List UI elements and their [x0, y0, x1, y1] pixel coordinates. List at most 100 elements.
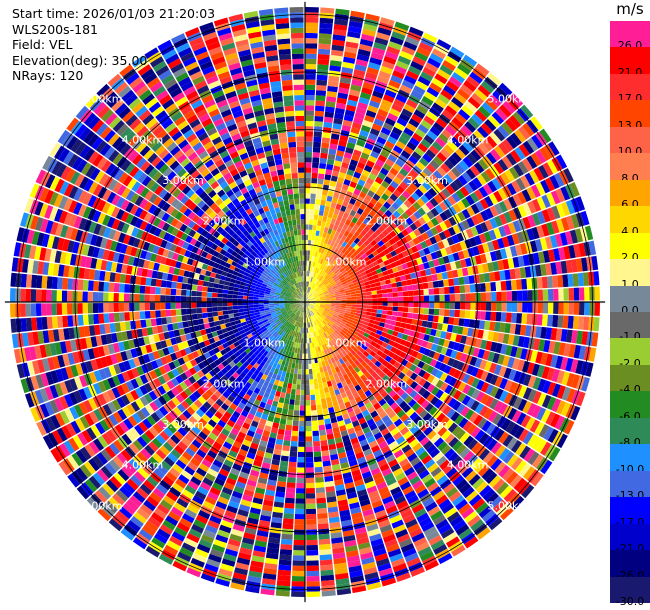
gate-cell [280, 419, 287, 425]
gate-cell [407, 313, 413, 319]
gate-cell [574, 288, 580, 301]
gate-cell [309, 214, 313, 219]
gate-cell [507, 302, 512, 312]
gate-cell [439, 295, 444, 302]
gate-cell [481, 293, 486, 302]
gate-cell [305, 349, 307, 354]
gate-cell [319, 549, 331, 555]
gate-cell [376, 313, 382, 317]
gate-cell [537, 314, 543, 325]
gate-cell [313, 446, 320, 452]
gate-cell [182, 321, 188, 328]
gate-cell [380, 281, 386, 286]
gate-cell [281, 539, 293, 545]
gate-cell [323, 408, 329, 414]
gate-cell [294, 405, 299, 411]
gate-cell [305, 188, 310, 193]
gate-cell [558, 288, 564, 300]
gate-cell [315, 199, 320, 205]
gate-cell [458, 277, 464, 285]
gate-cell [293, 420, 299, 426]
gate-cell [297, 457, 305, 462]
gate-cell [522, 302, 527, 312]
gate-cell [542, 277, 548, 289]
gate-cell [380, 318, 386, 323]
gate-cell [413, 290, 419, 296]
gate-cell [306, 400, 311, 405]
gate-cell [491, 292, 496, 301]
gate-cell [312, 426, 318, 432]
gate-cell [283, 518, 294, 524]
gate-cell [213, 316, 219, 321]
gate-cell [321, 398, 327, 404]
gate-cell [289, 373, 293, 379]
gate-cell [486, 292, 491, 301]
gate-cell [434, 309, 440, 316]
gate-cell [568, 316, 574, 329]
gate-cell [316, 498, 326, 504]
gate-cell [299, 353, 302, 358]
gate-cell [278, 570, 291, 576]
gate-cell [584, 287, 590, 300]
gate-cell [382, 310, 388, 314]
gate-cell [396, 317, 402, 322]
gate-cell [438, 316, 444, 323]
gate-cell [319, 544, 331, 550]
gate-cell [318, 420, 324, 426]
gate-cell [285, 430, 292, 436]
gate-cell [219, 320, 225, 325]
gate-cell [305, 147, 312, 152]
gate-cell [413, 308, 419, 314]
gate-cell [156, 318, 162, 326]
gate-cell [314, 131, 322, 137]
gate-cell [297, 374, 301, 379]
gate-cell [280, 544, 292, 550]
gate-cell [412, 284, 418, 290]
gate-cell [517, 302, 522, 312]
gate-cell [411, 319, 417, 325]
gate-cell [305, 214, 309, 219]
gate-cell [408, 307, 414, 312]
gate-cell [324, 418, 331, 424]
gate-cell [317, 178, 323, 184]
gate-cell [239, 312, 245, 316]
gate-cell [223, 311, 229, 315]
gate-cell [296, 493, 305, 498]
gate-cell [584, 302, 589, 315]
gate-cell [377, 310, 383, 314]
gate-cell [279, 397, 285, 403]
gate-cell [396, 282, 402, 287]
gate-cell [312, 431, 319, 437]
gate-cell [320, 393, 325, 399]
gate-cell [212, 312, 218, 317]
gate-cell [305, 162, 312, 167]
gate-cell [438, 280, 444, 287]
gate-cell [543, 289, 549, 300]
gate-cell [307, 591, 321, 597]
gate-cell [356, 296, 361, 299]
gate-cell [295, 395, 300, 401]
gate-cell [542, 314, 548, 326]
gate-cell [318, 518, 329, 524]
gate-cell [356, 293, 361, 296]
gate-cell [307, 255, 309, 260]
gate-cell [366, 291, 372, 295]
gate-cell [290, 368, 294, 374]
gate-cell [306, 498, 316, 503]
gate-cell [455, 294, 460, 301]
gate-cell [469, 319, 475, 328]
gate-cell [306, 436, 313, 441]
gate-cell [315, 472, 324, 478]
gate-cell [292, 431, 299, 437]
gate-cell [496, 312, 502, 322]
gate-cell [315, 389, 320, 395]
gate-cell [300, 343, 302, 348]
gate-cell [316, 80, 327, 86]
gate-cell [306, 555, 318, 561]
gate-cell [289, 456, 297, 462]
gate-cell [386, 315, 392, 320]
gate-cell [310, 384, 314, 389]
gate-cell [290, 446, 297, 452]
gate-cell [320, 440, 327, 446]
gate-cell [480, 283, 486, 292]
